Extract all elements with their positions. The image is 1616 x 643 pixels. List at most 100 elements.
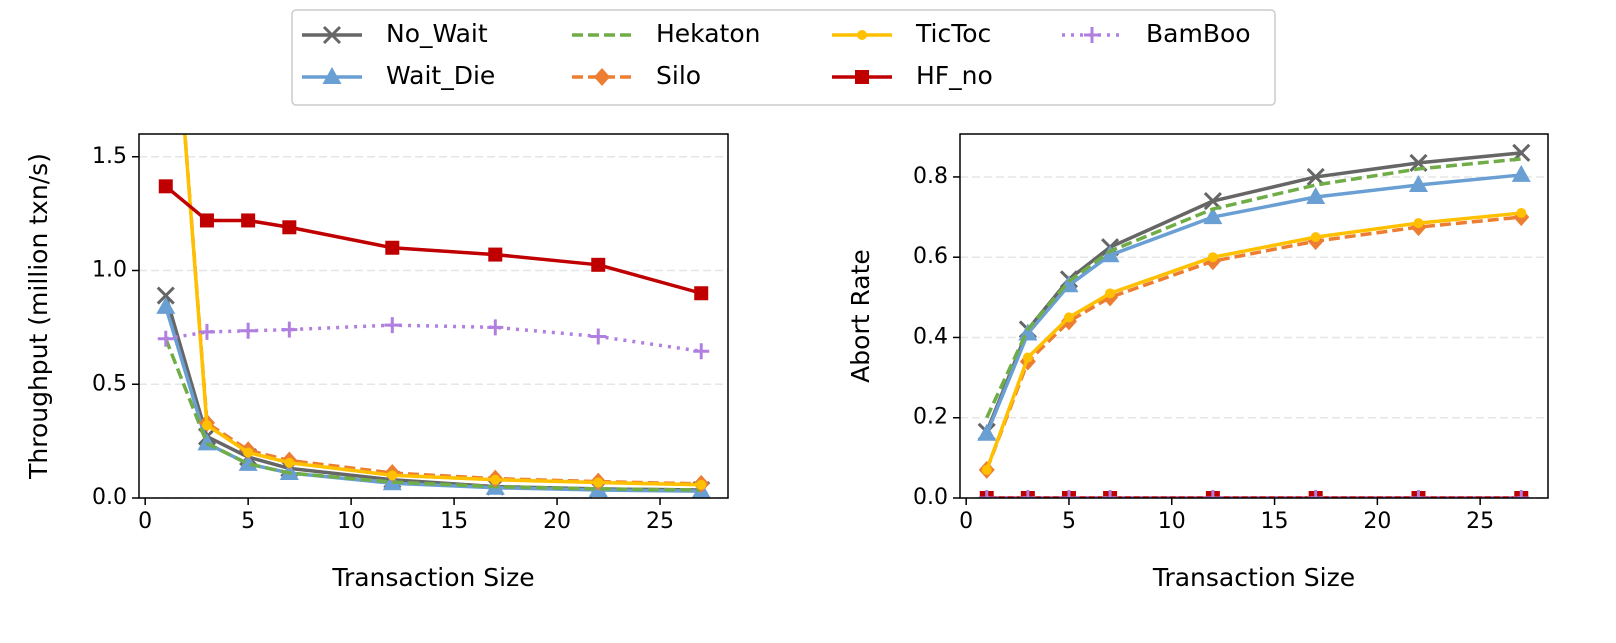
marker [384, 317, 401, 334]
y-tick-label: 0.0 [92, 485, 127, 510]
plot-area [156, 134, 711, 498]
x-tick-label: 25 [1466, 509, 1494, 534]
marker [201, 420, 212, 431]
x-tick-label: 15 [440, 509, 468, 534]
y-tick-label: 1.5 [92, 144, 127, 169]
marker [1105, 288, 1116, 299]
marker [1408, 174, 1428, 192]
legend-marker [594, 68, 610, 86]
marker [1511, 164, 1531, 182]
legend-label: Wait_Die [386, 61, 495, 90]
marker [1022, 352, 1033, 363]
legend-item: BamBoo [1062, 19, 1251, 48]
legend-marker [857, 30, 867, 40]
legend-item: Hekaton [572, 19, 760, 48]
legend-label: Silo [656, 61, 701, 90]
x-tick-label: 10 [1158, 509, 1186, 534]
marker [284, 457, 295, 468]
series-line [985, 215, 1522, 471]
marker [156, 296, 176, 314]
marker [198, 323, 215, 340]
marker [694, 286, 709, 301]
marker [1307, 490, 1324, 498]
x-tick-label: 20 [543, 509, 571, 534]
series-line [985, 151, 1522, 433]
marker [1306, 167, 1325, 187]
x-tick-label: 5 [1062, 509, 1076, 534]
marker [1063, 312, 1074, 323]
x-tick-label: 0 [138, 509, 152, 534]
series-line [183, 134, 702, 486]
y-tick-label: 0.8 [913, 164, 948, 189]
x-tick-label: 5 [241, 509, 255, 534]
marker [387, 470, 398, 481]
x-tick-label: 15 [1261, 509, 1289, 534]
marker [978, 490, 995, 498]
legend-box [291, 9, 1276, 106]
marker [590, 328, 607, 345]
legend-item: Wait_Die [302, 61, 495, 90]
marker [1413, 218, 1424, 229]
marker [1019, 490, 1036, 498]
series-line [985, 173, 1522, 435]
marker [1102, 490, 1119, 498]
legend-item: Silo [572, 61, 701, 90]
marker [1060, 490, 1077, 498]
marker [696, 479, 707, 490]
x-tick-label: 20 [1363, 509, 1391, 534]
legend-label: HF_no [916, 61, 993, 90]
marker [281, 321, 298, 338]
marker [487, 319, 504, 336]
marker [243, 447, 254, 458]
marker [490, 474, 501, 485]
series-line [164, 338, 702, 492]
legend-marker [322, 25, 342, 45]
y-tick-label: 0.2 [913, 405, 948, 430]
y-axis-label: Throughput (million txn/s) [24, 153, 53, 480]
marker [158, 179, 173, 194]
marker [1207, 252, 1218, 263]
y-tick-label: 1.0 [92, 258, 127, 283]
legend-marker [1084, 27, 1100, 43]
marker [1516, 208, 1527, 219]
marker [1204, 490, 1221, 498]
marker [591, 257, 606, 272]
series-line [985, 157, 1522, 419]
marker [1100, 245, 1120, 263]
legend-label: TicToc [915, 19, 991, 48]
y-tick-label: 0.6 [913, 244, 948, 269]
series-line [165, 323, 702, 353]
x-axis-label: Transaction Size [331, 563, 534, 592]
series-line [985, 211, 1522, 471]
marker [1310, 232, 1321, 243]
x-tick-label: 10 [337, 509, 365, 534]
marker [488, 247, 503, 262]
x-axis-label: Transaction Size [1152, 563, 1355, 592]
marker [977, 423, 997, 441]
marker [693, 343, 710, 360]
y-tick-label: 0.4 [913, 324, 948, 349]
y-axis-label: Abort Rate [846, 249, 875, 383]
legend-item: No_Wait [302, 19, 488, 48]
legend-item: HF_no [832, 61, 993, 90]
x-tick-label: 25 [646, 509, 674, 534]
marker [1513, 490, 1530, 498]
marker [1203, 207, 1223, 225]
legend-marker [322, 67, 342, 84]
series-line [183, 134, 702, 487]
y-tick-label: 0.0 [913, 485, 948, 510]
legend-label: No_Wait [386, 19, 488, 48]
marker [385, 240, 400, 255]
axes-frame [959, 133, 1549, 499]
series-line [164, 184, 702, 295]
legend-label: BamBoo [1146, 19, 1251, 48]
legend-item: TicToc [832, 19, 991, 48]
marker [981, 464, 992, 475]
legend-label: Hekaton [656, 19, 760, 48]
marker [593, 477, 604, 488]
marker [199, 213, 214, 228]
axes-frame [138, 133, 729, 499]
marker [240, 322, 257, 339]
